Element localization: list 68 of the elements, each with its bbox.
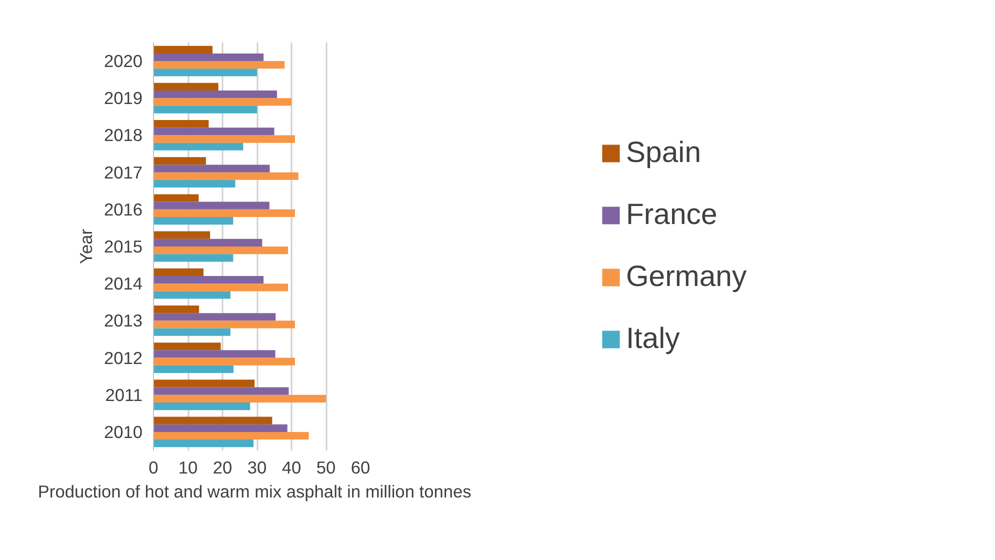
x-axis-title: Production of hot and warm mix asphalt in million tonnes bbox=[38, 482, 472, 502]
bar bbox=[154, 98, 292, 106]
bar bbox=[154, 90, 278, 98]
x-tick-label: 60 bbox=[350, 458, 370, 478]
bar bbox=[154, 358, 295, 366]
bar bbox=[154, 432, 309, 440]
bar bbox=[154, 231, 210, 239]
y-tick-label: 2011 bbox=[105, 384, 143, 405]
y-tick-label: 2013 bbox=[104, 310, 143, 331]
bar bbox=[154, 313, 276, 321]
bar bbox=[154, 416, 272, 424]
y-axis-title: Year bbox=[76, 228, 96, 264]
x-tick-label: 0 bbox=[148, 458, 158, 478]
bar bbox=[154, 180, 236, 188]
bar bbox=[154, 246, 288, 254]
bar bbox=[154, 202, 270, 210]
legend-label: Germany bbox=[626, 260, 748, 294]
bar bbox=[154, 106, 257, 114]
bar bbox=[154, 394, 326, 402]
bar bbox=[154, 53, 264, 62]
y-tick-label: 2015 bbox=[104, 236, 143, 256]
bar bbox=[154, 380, 255, 388]
bar bbox=[154, 268, 204, 276]
bar bbox=[154, 440, 254, 448]
y-tick-label: 2016 bbox=[104, 199, 143, 220]
y-tick-label: 2012 bbox=[104, 348, 143, 368]
bar bbox=[154, 387, 289, 395]
bar bbox=[154, 61, 285, 69]
bar bbox=[154, 291, 230, 299]
bar bbox=[154, 305, 200, 314]
bar bbox=[154, 194, 199, 202]
bar bbox=[154, 276, 264, 284]
x-tick-label: 30 bbox=[247, 458, 267, 478]
y-tick-label: 2019 bbox=[104, 88, 143, 108]
x-tick-label: 40 bbox=[282, 458, 302, 478]
bar bbox=[154, 135, 295, 143]
y-tick-label: 2010 bbox=[104, 422, 143, 442]
bar bbox=[154, 350, 276, 358]
bar bbox=[154, 172, 298, 180]
bar bbox=[154, 120, 209, 128]
legend-label: Spain bbox=[626, 136, 702, 170]
bar bbox=[154, 128, 274, 136]
bar bbox=[154, 342, 221, 350]
y-tick-label: 2014 bbox=[104, 274, 143, 294]
legend-label: France bbox=[626, 198, 718, 232]
y-tick-label: 2020 bbox=[104, 51, 143, 72]
bar bbox=[154, 82, 218, 91]
bar bbox=[154, 142, 244, 150]
bar bbox=[154, 254, 234, 262]
bar bbox=[154, 68, 257, 76]
x-tick-label: 50 bbox=[316, 458, 336, 478]
bar bbox=[154, 424, 288, 432]
bar bbox=[154, 46, 212, 54]
y-tick-label: 2018 bbox=[104, 125, 143, 146]
bar bbox=[154, 157, 206, 165]
x-tick-label: 10 bbox=[178, 458, 198, 478]
bar bbox=[154, 365, 234, 373]
y-tick-label: 2017 bbox=[104, 162, 143, 182]
bar bbox=[154, 209, 295, 218]
bar bbox=[154, 238, 262, 246]
bar bbox=[154, 328, 230, 336]
bar bbox=[154, 164, 270, 172]
legend-label: Italy bbox=[626, 322, 681, 356]
bar bbox=[154, 320, 295, 328]
bar bbox=[154, 402, 250, 410]
bar bbox=[154, 284, 288, 292]
x-tick-label: 20 bbox=[212, 458, 232, 478]
bar bbox=[154, 217, 234, 225]
